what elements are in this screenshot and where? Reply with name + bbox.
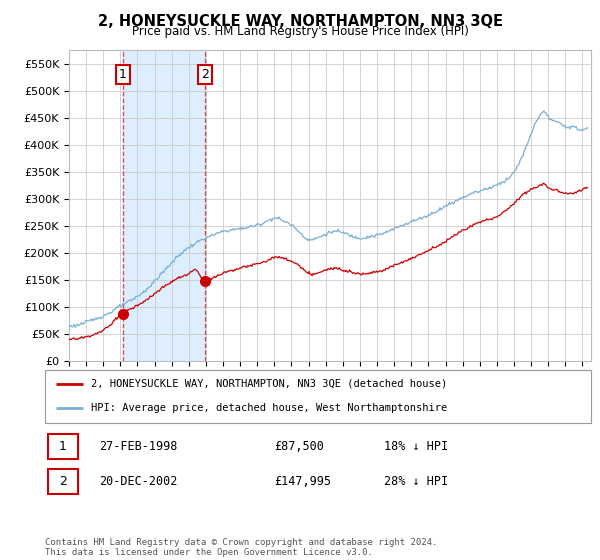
Bar xyxy=(123,50,205,361)
Text: 1: 1 xyxy=(59,440,67,453)
Text: 1: 1 xyxy=(119,68,127,81)
Text: 2, HONEYSUCKLE WAY, NORTHAMPTON, NN3 3QE: 2, HONEYSUCKLE WAY, NORTHAMPTON, NN3 3QE xyxy=(97,14,503,29)
Text: 2, HONEYSUCKLE WAY, NORTHAMPTON, NN3 3QE (detached house): 2, HONEYSUCKLE WAY, NORTHAMPTON, NN3 3QE… xyxy=(91,379,448,389)
FancyBboxPatch shape xyxy=(48,469,78,494)
Text: Price paid vs. HM Land Registry's House Price Index (HPI): Price paid vs. HM Land Registry's House … xyxy=(131,25,469,38)
Text: £147,995: £147,995 xyxy=(274,475,331,488)
Text: 18% ↓ HPI: 18% ↓ HPI xyxy=(383,440,448,453)
Text: 27-FEB-1998: 27-FEB-1998 xyxy=(100,440,178,453)
Text: 28% ↓ HPI: 28% ↓ HPI xyxy=(383,475,448,488)
Text: 2: 2 xyxy=(202,68,209,81)
Text: 20-DEC-2002: 20-DEC-2002 xyxy=(100,475,178,488)
FancyBboxPatch shape xyxy=(48,434,78,459)
Text: 2: 2 xyxy=(59,475,67,488)
FancyBboxPatch shape xyxy=(45,370,591,423)
Text: £87,500: £87,500 xyxy=(274,440,324,453)
Text: HPI: Average price, detached house, West Northamptonshire: HPI: Average price, detached house, West… xyxy=(91,403,448,413)
Text: Contains HM Land Registry data © Crown copyright and database right 2024.
This d: Contains HM Land Registry data © Crown c… xyxy=(45,538,437,557)
